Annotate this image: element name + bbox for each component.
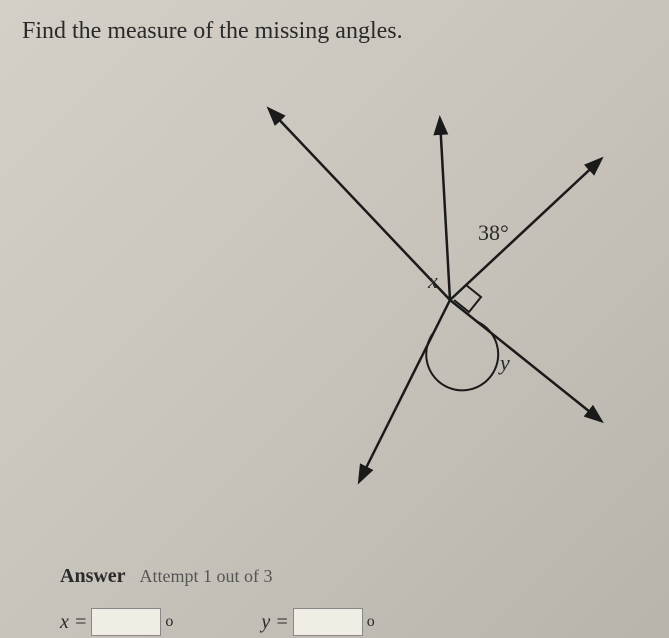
x-degree-symbol: o	[165, 613, 173, 631]
x-answer-input[interactable]	[91, 608, 161, 636]
attempt-counter: Attempt 1 out of 3	[140, 566, 273, 586]
ray-lower-right	[450, 300, 600, 420]
y-input-group: y = o	[261, 608, 374, 636]
answer-input-row: x = o y = o	[60, 608, 455, 636]
angle-x-label: x	[428, 268, 438, 294]
angle-y-label: y	[500, 350, 510, 376]
y-degree-symbol: o	[367, 613, 375, 631]
angle-38-label: 38°	[478, 220, 509, 246]
ray-upper-left	[270, 110, 450, 300]
y-answer-input[interactable]	[293, 608, 363, 636]
question-prompt: Find the measure of the missing angles.	[22, 18, 403, 45]
x-variable-label: x =	[60, 611, 87, 634]
x-input-group: x = o	[60, 608, 173, 636]
ray-upper-middle	[440, 120, 450, 300]
arc-marker	[426, 322, 498, 390]
answer-section: Answer Attempt 1 out of 3	[60, 565, 273, 588]
answer-heading: Answer	[60, 565, 126, 587]
ray-upper-right	[450, 160, 600, 300]
y-variable-label: y =	[261, 611, 288, 634]
angle-diagram: 38° x y	[170, 80, 630, 500]
ray-lower-left	[360, 300, 450, 480]
